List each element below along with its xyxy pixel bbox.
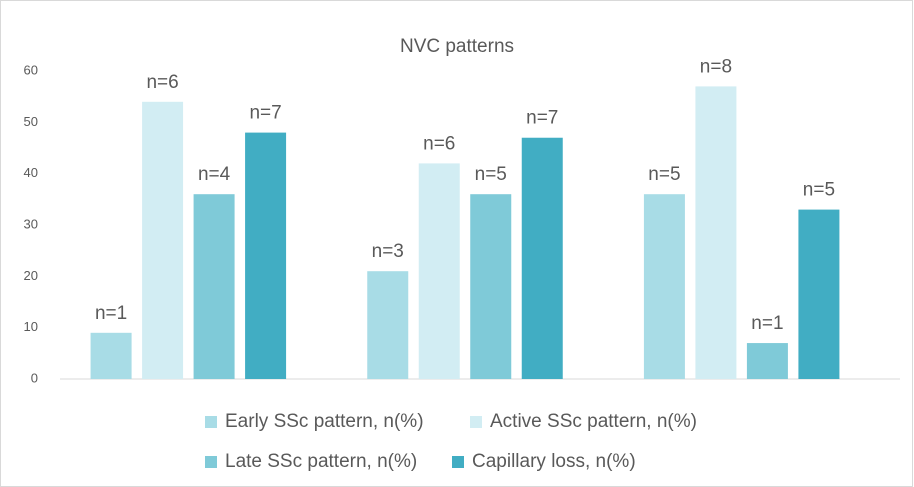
data-label: n=4 — [198, 164, 231, 185]
bar — [798, 209, 840, 379]
y-tick-label: 60 — [24, 62, 38, 77]
legend-swatch — [452, 456, 464, 468]
data-label: n=1 — [95, 303, 127, 324]
bar — [245, 132, 287, 379]
data-label: n=5 — [803, 180, 835, 201]
bar — [142, 101, 184, 380]
bar — [746, 343, 788, 379]
y-tick-label: 0 — [31, 370, 38, 385]
bar — [470, 194, 512, 379]
legend-label: Capillary loss, n(%) — [472, 451, 636, 472]
legend-label: Active SSc pattern, n(%) — [490, 411, 697, 432]
y-tick-label: 20 — [24, 268, 38, 283]
data-label: n=6 — [146, 72, 178, 93]
legend-swatch — [205, 416, 217, 428]
y-tick-label: 50 — [24, 114, 38, 129]
legend-label: Late SSc pattern, n(%) — [225, 451, 417, 472]
chart-title: NVC patterns — [400, 36, 514, 57]
bar — [367, 271, 409, 379]
data-label: n=5 — [475, 164, 507, 185]
legend-swatch — [205, 456, 217, 468]
y-tick-label: 40 — [24, 165, 38, 180]
bar — [193, 194, 235, 379]
bar — [521, 137, 563, 379]
data-label: n=7 — [249, 103, 281, 124]
bar — [643, 194, 685, 379]
y-tick-label: 10 — [24, 319, 38, 334]
y-tick-label: 30 — [24, 216, 38, 231]
data-label: n=3 — [372, 241, 404, 262]
data-label: n=7 — [526, 108, 558, 129]
data-label: n=5 — [648, 164, 680, 185]
bar — [90, 332, 132, 379]
data-label: n=6 — [423, 133, 455, 154]
data-label: n=1 — [751, 313, 783, 334]
legend-label: Early SSc pattern, n(%) — [225, 411, 424, 432]
legend-swatch — [470, 416, 482, 428]
bar — [418, 163, 460, 379]
data-label: n=8 — [700, 56, 732, 77]
bar — [695, 86, 737, 380]
